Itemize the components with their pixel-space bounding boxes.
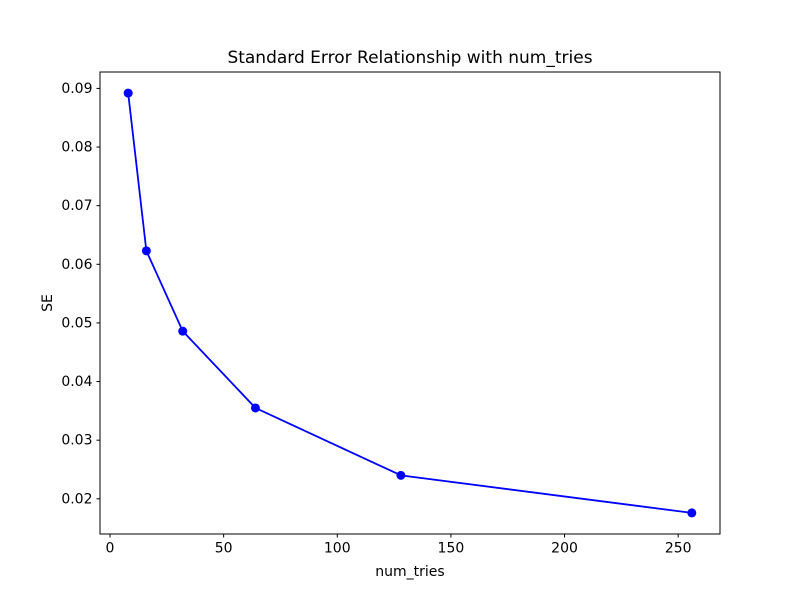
y-tick-label: 0.02 bbox=[61, 491, 92, 507]
data-point-marker bbox=[396, 470, 406, 480]
axes-spines bbox=[99, 71, 721, 535]
x-tick-label: 250 bbox=[665, 541, 692, 557]
chart-title: Standard Error Relationship with num_tri… bbox=[227, 48, 592, 68]
y-axis-label: SE bbox=[40, 294, 56, 312]
data-point-marker bbox=[250, 403, 260, 413]
data-point-marker bbox=[687, 508, 697, 518]
x-tick-label: 50 bbox=[215, 541, 233, 557]
x-axis-label: num_tries bbox=[375, 564, 444, 580]
y-tick-label: 0.03 bbox=[61, 433, 92, 449]
y-tick-label: 0.04 bbox=[61, 374, 92, 390]
plot-area: 0 50 100 150 200 250 0.02 0.03 0.04 0.05 0.06 0.07 0… bbox=[61, 71, 721, 557]
y-tick-label: 0.05 bbox=[61, 315, 92, 331]
data-point-marker bbox=[123, 88, 133, 98]
y-tick-label: 0.09 bbox=[61, 81, 92, 97]
x-tick-label: 150 bbox=[438, 541, 465, 557]
series-line bbox=[127, 93, 692, 514]
data-point-marker bbox=[178, 326, 188, 336]
x-tick-label: 100 bbox=[324, 541, 351, 557]
data-point-marker bbox=[141, 246, 151, 256]
x-tick-label: 200 bbox=[551, 541, 578, 557]
y-tick-label: 0.06 bbox=[61, 257, 92, 273]
y-tick-label: 0.07 bbox=[61, 198, 92, 214]
y-tick-label: 0.08 bbox=[61, 140, 92, 156]
x-tick-label: 0 bbox=[106, 541, 115, 557]
